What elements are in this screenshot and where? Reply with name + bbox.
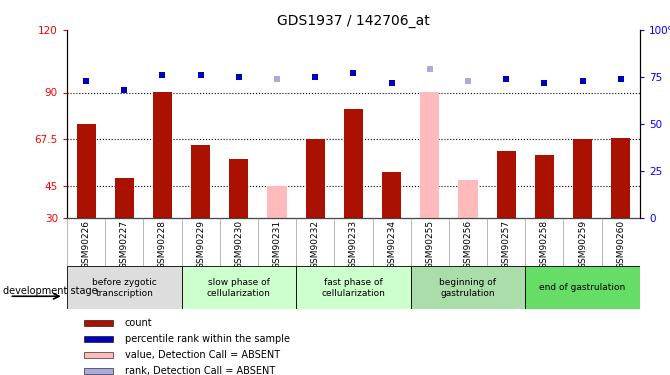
Bar: [84, 352, 113, 358]
Text: value, Detection Call = ABSENT: value, Detection Call = ABSENT: [125, 350, 280, 360]
Bar: [84, 368, 113, 374]
Text: GSM90259: GSM90259: [578, 220, 587, 269]
Bar: [420, 93, 440, 218]
Bar: [84, 320, 113, 326]
Bar: [411, 266, 525, 309]
Bar: [296, 266, 411, 309]
Text: fast phase of
cellularization: fast phase of cellularization: [322, 278, 385, 297]
Text: GSM90258: GSM90258: [540, 220, 549, 269]
Text: slow phase of
cellularization: slow phase of cellularization: [207, 278, 271, 297]
Text: end of gastrulation: end of gastrulation: [539, 284, 626, 292]
Bar: [229, 159, 249, 218]
Bar: [153, 93, 172, 218]
Text: development stage: development stage: [3, 286, 98, 296]
Bar: [67, 266, 182, 309]
Text: GSM90233: GSM90233: [349, 220, 358, 269]
Text: before zygotic
transcription: before zygotic transcription: [92, 278, 157, 297]
Bar: [382, 172, 401, 217]
Text: beginning of
gastrulation: beginning of gastrulation: [440, 278, 496, 297]
Text: GSM90257: GSM90257: [502, 220, 511, 269]
Title: GDS1937 / 142706_at: GDS1937 / 142706_at: [277, 13, 429, 28]
Bar: [84, 336, 113, 342]
Bar: [535, 155, 554, 218]
Bar: [344, 109, 363, 217]
Bar: [525, 266, 640, 309]
Text: GSM90256: GSM90256: [464, 220, 472, 269]
Bar: [76, 124, 96, 218]
Bar: [458, 180, 478, 218]
Text: GSM90260: GSM90260: [616, 220, 625, 269]
Bar: [267, 186, 287, 218]
Text: percentile rank within the sample: percentile rank within the sample: [125, 334, 289, 344]
Text: GSM90231: GSM90231: [273, 220, 281, 269]
Text: GSM90230: GSM90230: [234, 220, 243, 269]
Bar: [573, 140, 592, 218]
Text: GSM90227: GSM90227: [120, 220, 129, 269]
Bar: [115, 178, 134, 218]
Text: count: count: [125, 318, 152, 328]
Bar: [182, 266, 296, 309]
Text: rank, Detection Call = ABSENT: rank, Detection Call = ABSENT: [125, 366, 275, 375]
Text: GSM90255: GSM90255: [425, 220, 434, 269]
Text: GSM90229: GSM90229: [196, 220, 205, 269]
Text: GSM90228: GSM90228: [158, 220, 167, 269]
Bar: [496, 151, 516, 217]
Bar: [611, 138, 630, 218]
Text: GSM90234: GSM90234: [387, 220, 396, 269]
Bar: [306, 140, 325, 218]
Bar: [191, 145, 210, 218]
Text: GSM90232: GSM90232: [311, 220, 320, 269]
Text: GSM90226: GSM90226: [82, 220, 90, 269]
